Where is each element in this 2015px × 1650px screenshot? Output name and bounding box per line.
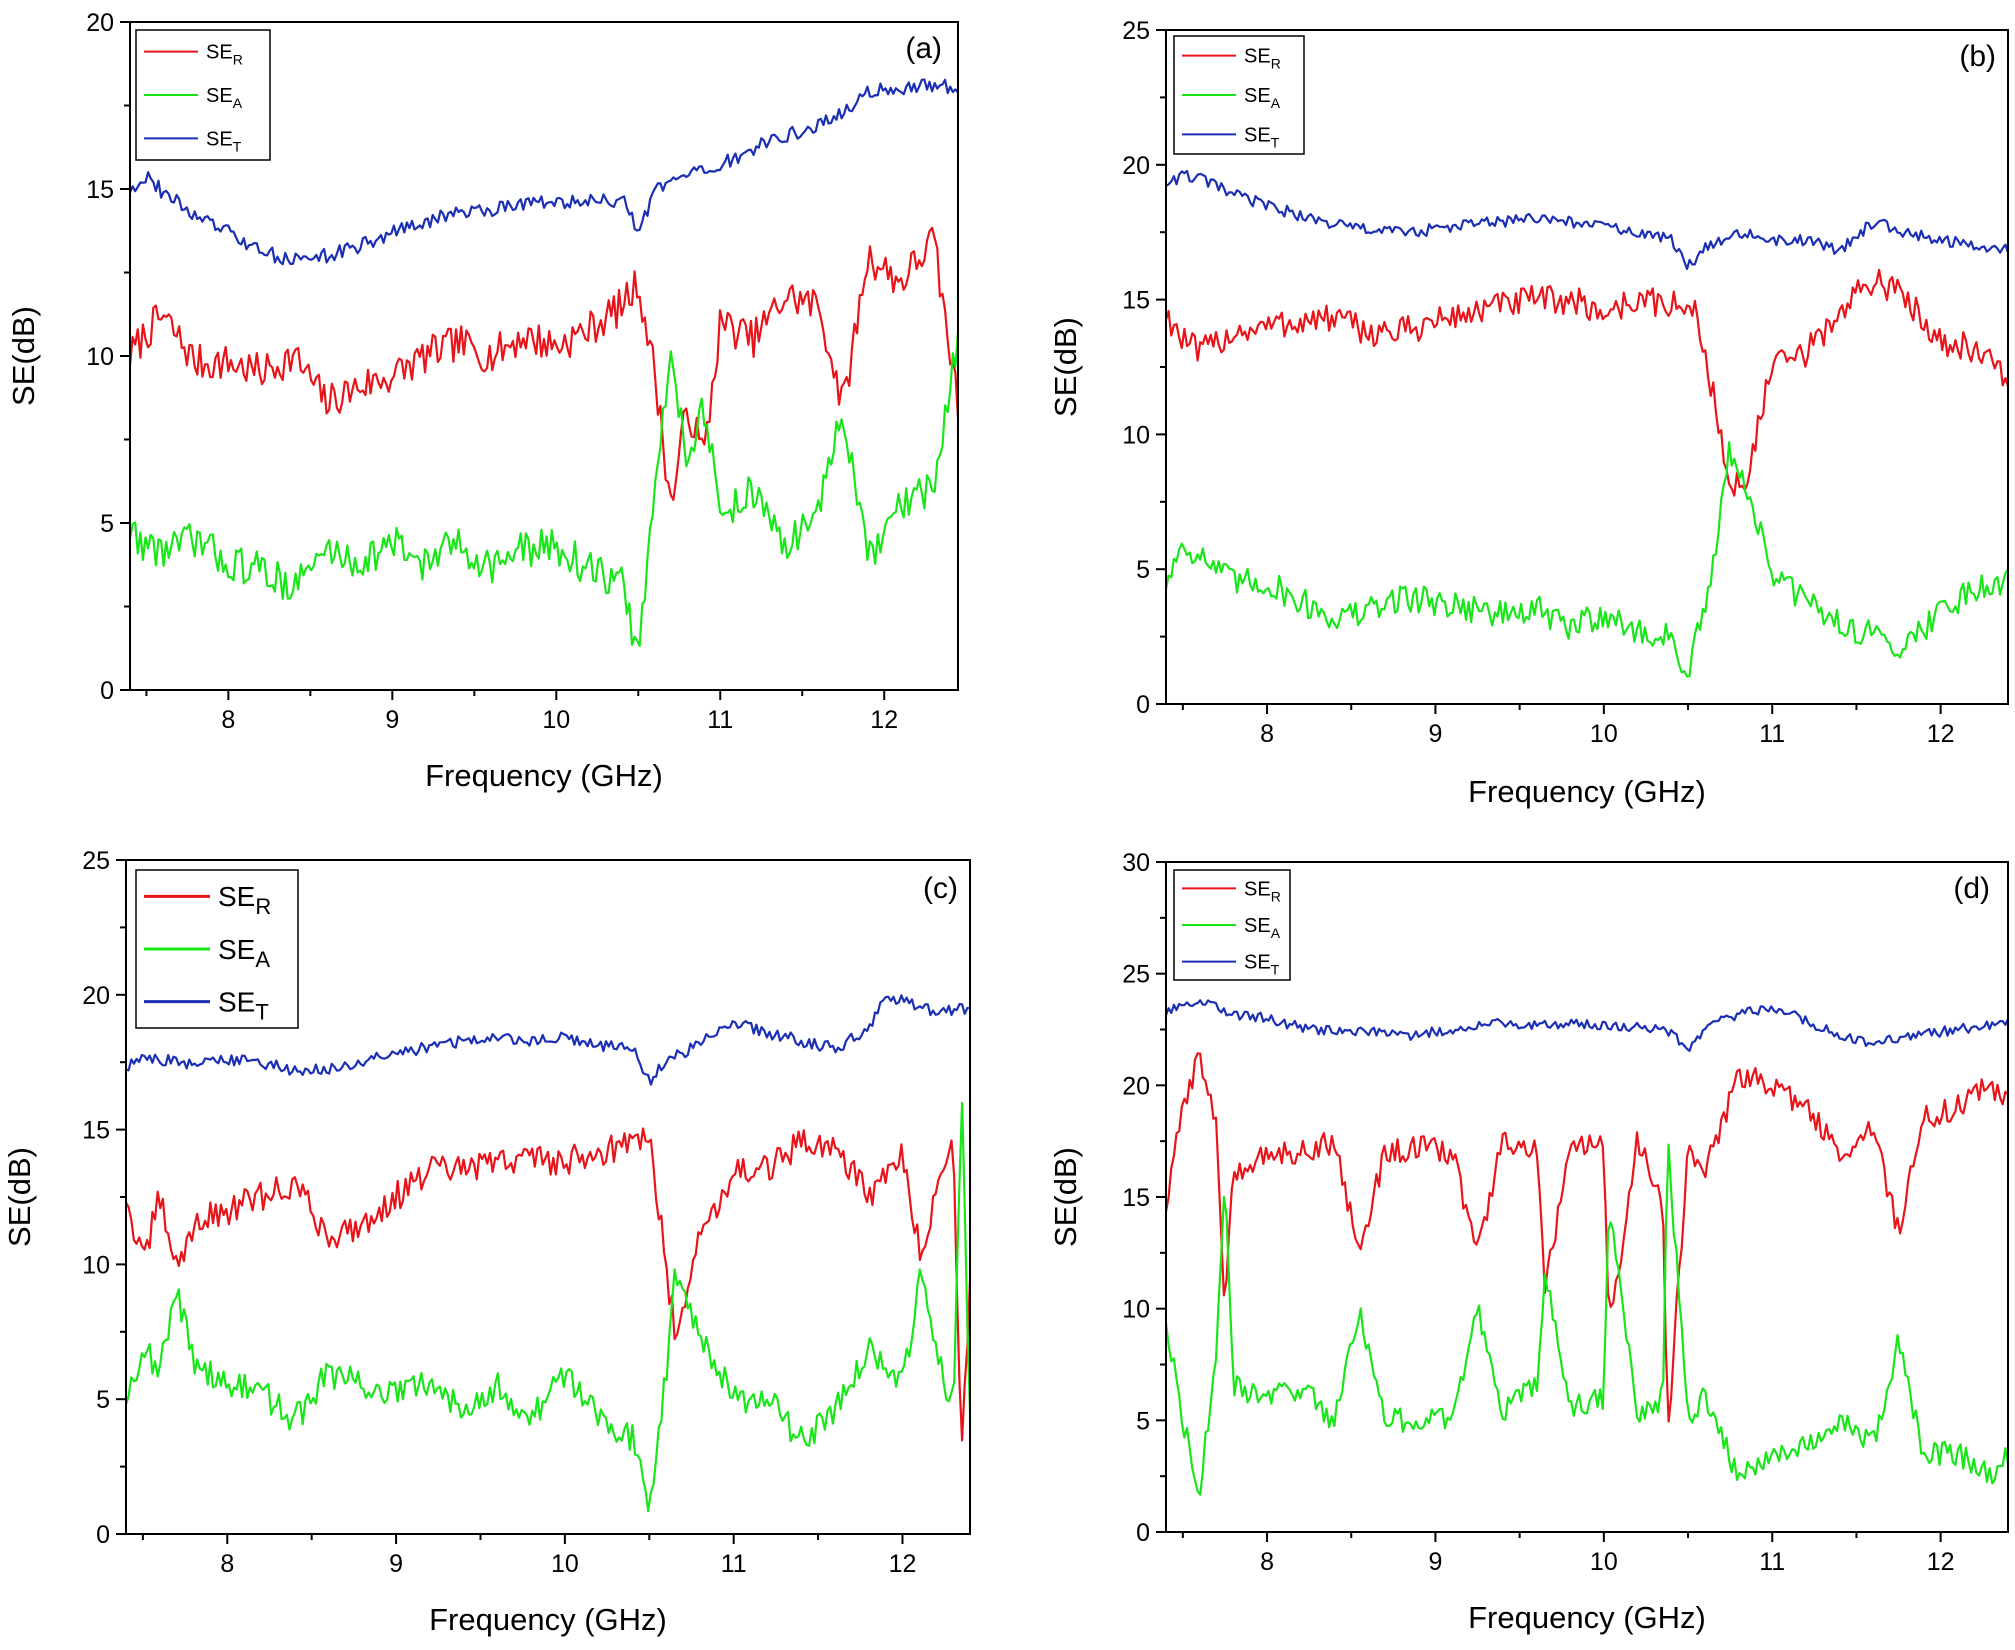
x-tick-label: 9	[1428, 1548, 1442, 1576]
legend-label-t: SET	[218, 986, 269, 1024]
series-line-se-a	[126, 1101, 970, 1513]
panel-label: (a)	[905, 32, 942, 65]
y-tick-label: 5	[1136, 556, 1150, 584]
x-tick-label: 12	[889, 1550, 917, 1578]
y-tick-label: 20	[1122, 152, 1150, 180]
legend-label-r: SER	[1244, 46, 1281, 72]
y-tick-label: 0	[96, 1521, 110, 1549]
x-axis-label: Frequency (GHz)	[1468, 774, 1706, 809]
legend-label-a: SEA	[1244, 85, 1281, 111]
x-tick-label: 11	[721, 1550, 747, 1578]
y-tick-label: 10	[1122, 421, 1150, 449]
y-tick-label: 10	[1122, 1296, 1150, 1324]
y-tick-label: 0	[1136, 691, 1150, 719]
x-axis-label: Frequency (GHz)	[1468, 1600, 1706, 1635]
y-tick-label: 0	[100, 677, 114, 705]
series-line-se-t	[126, 994, 970, 1086]
panel-a: Frequency (GHz) SE(dB) (a) 8 9 10 11 12 0 5 10 1…	[6, 9, 959, 793]
x-tick-label: 11	[1759, 1548, 1785, 1576]
legend-label-t: SET	[1244, 124, 1280, 150]
y-tick-label: 30	[1122, 849, 1150, 877]
panel-c: Frequency (GHz) SE(dB) (c) 8 9 10 11 12 0 5 10 1…	[2, 847, 971, 1637]
x-tick-label: 10	[1590, 720, 1618, 748]
x-axis-label: Frequency (GHz)	[425, 758, 663, 793]
legend-label-r: SER	[1244, 878, 1281, 904]
y-axis-label: SE(dB)	[6, 306, 41, 406]
series-group	[130, 78, 958, 648]
series-line-se-t	[1166, 169, 2008, 271]
legend: SER SEA SET	[1173, 869, 1291, 981]
y-tick-label: 25	[1122, 961, 1150, 989]
x-tick-label: 8	[221, 706, 235, 734]
y-tick-label: 20	[82, 982, 110, 1010]
y-tick-label: 0	[1136, 1519, 1150, 1547]
y-tick-label: 25	[1122, 17, 1150, 45]
legend-label-r: SER	[218, 881, 271, 919]
legend: SER SEA SET	[135, 869, 299, 1029]
series-group	[1166, 169, 2008, 678]
x-tick-label: 10	[1590, 1548, 1618, 1576]
legend-label-a: SEA	[218, 934, 270, 972]
series-line-se-r	[126, 1127, 970, 1442]
x-tick-label: 9	[385, 706, 399, 734]
panel-label: (d)	[1953, 872, 1990, 905]
y-axis-label: SE(dB)	[2, 1147, 37, 1247]
x-tick-label: 11	[1759, 720, 1785, 748]
y-tick-label: 20	[1122, 1072, 1150, 1100]
legend: SER SEA SET	[1173, 35, 1305, 155]
x-tick-label: 8	[1260, 1548, 1274, 1576]
x-tick-label: 11	[707, 706, 733, 734]
series-line-se-r	[1166, 1052, 2008, 1423]
series-line-se-r	[1166, 268, 2008, 497]
y-tick-label: 10	[82, 1251, 110, 1279]
y-tick-label: 20	[86, 9, 114, 37]
series-line-se-r	[130, 226, 958, 501]
x-tick-label: 10	[551, 1550, 579, 1578]
x-tick-label: 10	[542, 706, 570, 734]
series-group	[1166, 999, 2008, 1496]
series-line-se-t	[1166, 999, 2008, 1052]
x-tick-label: 8	[1260, 720, 1274, 748]
series-line-se-a	[1166, 441, 2008, 678]
x-tick-label: 9	[1428, 720, 1442, 748]
y-tick-label: 5	[96, 1386, 110, 1414]
x-tick-label: 12	[1927, 1548, 1955, 1576]
legend-label-t: SET	[206, 128, 242, 154]
legend: SER SEA SET	[135, 29, 271, 161]
y-tick-label: 25	[82, 847, 110, 875]
legend-label-t: SET	[1244, 952, 1280, 978]
y-tick-label: 5	[1136, 1407, 1150, 1435]
series-line-se-t	[130, 78, 958, 266]
x-axis-label: Frequency (GHz)	[429, 1602, 667, 1637]
y-tick-label: 5	[100, 510, 114, 538]
x-tick-label: 9	[389, 1550, 403, 1578]
panel-b: Frequency (GHz) SE(dB) (b) 8 9 10 11 12 0 5 10 1…	[1048, 17, 2009, 809]
y-tick-label: 15	[86, 176, 114, 204]
y-axis-label: SE(dB)	[1048, 317, 1083, 417]
panel-label: (c)	[923, 872, 958, 905]
x-tick-label: 12	[870, 706, 898, 734]
series-line-se-a	[130, 331, 958, 648]
plot-frame	[1165, 861, 2009, 1533]
legend-label-a: SEA	[1244, 915, 1281, 941]
x-tick-label: 12	[1927, 720, 1955, 748]
y-tick-label: 15	[1122, 1184, 1150, 1212]
panel-label: (b)	[1959, 40, 1996, 73]
legend-label-a: SEA	[206, 85, 243, 111]
y-tick-label: 10	[86, 343, 114, 371]
series-line-se-a	[1166, 1143, 2008, 1496]
series-group	[126, 994, 970, 1513]
panel-d: Frequency (GHz) SE(dB) (d) 8 9 10 11 12 0 5 10 1…	[1048, 849, 2009, 1635]
x-tick-label: 8	[220, 1550, 234, 1578]
legend-label-r: SER	[206, 42, 243, 68]
y-tick-label: 15	[82, 1117, 110, 1145]
y-axis-label: SE(dB)	[1048, 1147, 1083, 1247]
y-tick-label: 15	[1122, 287, 1150, 315]
